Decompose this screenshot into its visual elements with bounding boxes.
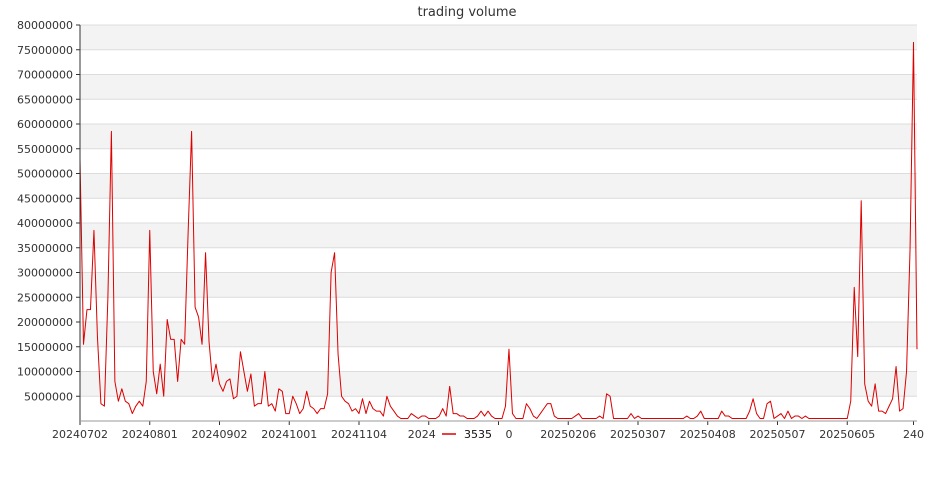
y-tick-label: 70000000 <box>17 69 73 82</box>
grid-band <box>80 223 917 248</box>
y-tick-label: 45000000 <box>17 192 73 205</box>
y-tick-label: 60000000 <box>17 118 73 131</box>
grid-bands <box>80 25 917 397</box>
y-tick-label: 10000000 <box>17 366 73 379</box>
chart-title: trading volume <box>417 5 516 20</box>
y-tick-label: 65000000 <box>17 93 73 106</box>
y-tick-label: 80000000 <box>17 19 73 32</box>
x-tick-label: 20240801 <box>122 428 178 441</box>
x-tick-label: 20250507 <box>750 428 806 441</box>
x-tick-label: 20250605 <box>819 428 875 441</box>
x-tick-label: 20250206 <box>540 428 596 441</box>
grid-band <box>80 371 917 397</box>
y-tick-label: 25000000 <box>17 291 73 304</box>
x-tick-label: 20250408 <box>680 428 736 441</box>
legend-label: 3535 <box>464 428 492 441</box>
legend-background <box>436 426 506 442</box>
grid-band <box>80 272 917 298</box>
grid-band <box>80 173 917 199</box>
x-tick-label: 20240902 <box>192 428 248 441</box>
y-tick-label: 20000000 <box>17 316 73 329</box>
y-axis: 5000000 10000000 15000000 20000000 25000000 3… <box>17 19 80 403</box>
x-tick-label: 20241001 <box>261 428 317 441</box>
y-tick-label: 40000000 <box>17 217 73 230</box>
y-tick-label: 30000000 <box>17 267 73 280</box>
y-tick-label: 75000000 <box>17 44 73 57</box>
x-tick-label: 240 <box>903 428 924 441</box>
grid-band <box>80 25 917 50</box>
y-tick-label: 55000000 <box>17 143 73 156</box>
y-tick-label: 50000000 <box>17 168 73 181</box>
grid-band <box>80 322 917 347</box>
x-tick-label: 20250307 <box>610 428 666 441</box>
series-line-3535 <box>79 41 918 420</box>
series-layer <box>79 41 918 420</box>
legend: 3535 <box>436 426 506 442</box>
y-tick-label: 15000000 <box>17 341 73 354</box>
grid-band <box>80 124 917 149</box>
y-tick-label: 35000000 <box>17 242 73 255</box>
grid-lines <box>80 24 917 397</box>
x-tick-label: 20241104 <box>331 428 387 441</box>
grid-band <box>80 74 917 100</box>
y-tick-label: 5000000 <box>24 390 73 403</box>
x-tick-label: 20240702 <box>52 428 108 441</box>
